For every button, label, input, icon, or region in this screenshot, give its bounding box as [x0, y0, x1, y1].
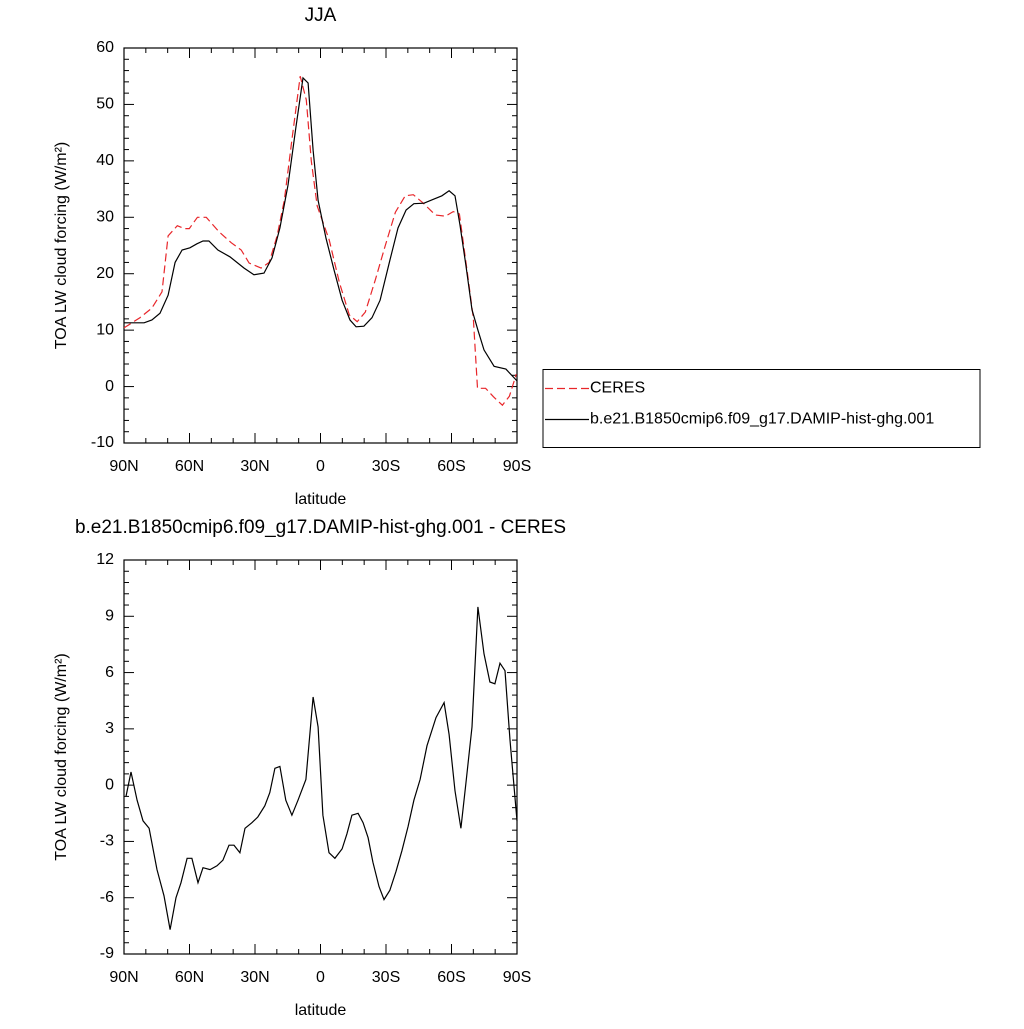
series-line	[125, 606, 518, 930]
y-axis-label: TOA LW cloud forcing (W/m²)	[53, 142, 70, 349]
y-tick-label: 9	[105, 608, 114, 625]
legend-label: b.e21.B1850cmip6.f09_g17.DAMIP-hist-ghg.…	[590, 411, 934, 428]
x-tick-label: 90N	[109, 969, 138, 986]
y-tick-label: 0	[105, 776, 114, 793]
y-axis-label: TOA LW cloud forcing (W/m²)	[53, 653, 70, 860]
x-tick-label: 60S	[437, 969, 465, 986]
legend-label: CERES	[590, 380, 645, 397]
x-tick-label: 60S	[437, 458, 465, 475]
x-tick-label: 90N	[109, 458, 138, 475]
legend-box	[542, 369, 981, 448]
y-tick-label: 40	[96, 152, 114, 169]
y-tick-label: 0	[105, 378, 114, 395]
y-tick-label: 50	[96, 96, 114, 113]
y-tick-label: 60	[96, 39, 114, 56]
plot-frame	[123, 47, 518, 444]
y-tick-label: -3	[100, 833, 114, 850]
x-tick-label: 60N	[175, 969, 204, 986]
x-tick-label: 60N	[175, 458, 204, 475]
chart-title: b.e21.B1850cmip6.f09_g17.DAMIP-hist-ghg.…	[75, 517, 566, 538]
y-tick-label: 6	[105, 664, 114, 681]
y-tick-label: -6	[100, 889, 114, 906]
x-tick-label: 30S	[372, 458, 400, 475]
y-tick-label: 12	[96, 551, 114, 568]
x-axis-label: latitude	[295, 1002, 347, 1019]
x-tick-label: 90S	[503, 969, 531, 986]
plot-frame	[123, 559, 518, 955]
series-line	[123, 76, 517, 407]
x-tick-label: 0	[316, 969, 325, 986]
y-tick-label: -9	[100, 945, 114, 962]
x-axis-label: latitude	[295, 491, 347, 508]
y-tick-label: 30	[96, 209, 114, 226]
y-tick-label: 10	[96, 321, 114, 338]
chart-title: JJA	[305, 5, 337, 26]
x-tick-label: 30S	[372, 969, 400, 986]
y-tick-label: 20	[96, 265, 114, 282]
x-tick-label: 90S	[503, 458, 531, 475]
y-tick-label: -10	[91, 434, 114, 451]
x-tick-label: 30N	[240, 458, 269, 475]
y-tick-label: 3	[105, 720, 114, 737]
x-tick-label: 0	[316, 458, 325, 475]
x-tick-label: 30N	[240, 969, 269, 986]
series-line	[124, 76, 518, 382]
